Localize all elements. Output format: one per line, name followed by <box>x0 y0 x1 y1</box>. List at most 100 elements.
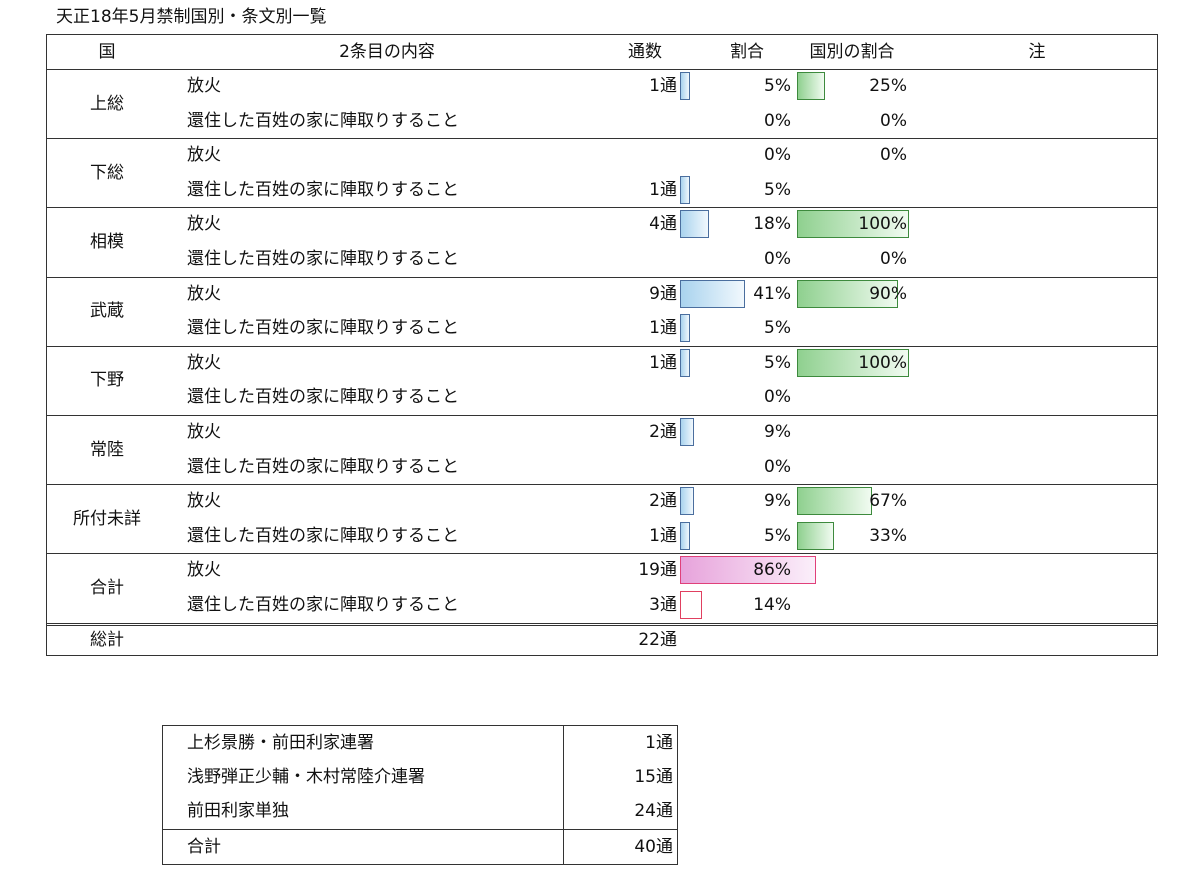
total-item-ratio: 14% <box>753 595 791 615</box>
province-label: 下総 <box>90 162 124 183</box>
item-text: 放火 <box>187 283 221 304</box>
province-label: 所付未詳 <box>73 508 141 529</box>
province-label: 下野 <box>90 370 124 391</box>
grand-total-count: 22通 <box>638 629 677 650</box>
province-label: 上総 <box>90 93 124 114</box>
item-text: 放火 <box>187 76 221 96</box>
count-ratio-bar <box>680 210 709 239</box>
header-content: 2条目の内容 <box>339 42 435 62</box>
count-ratio-bar <box>680 487 695 516</box>
item-ratio: 5% <box>764 76 791 96</box>
item-text: 放火 <box>187 145 221 166</box>
item-province-ratio: 90% <box>869 283 907 304</box>
item-province-ratio: 0% <box>880 249 907 269</box>
total-ratio-bar <box>680 556 817 585</box>
item-ratio: 5% <box>764 525 791 546</box>
province-ratio-bar <box>797 521 834 550</box>
item-text: 放火 <box>187 352 221 373</box>
item-ratio: 18% <box>753 214 791 235</box>
row-divider <box>47 625 1157 627</box>
province-ratio-bar <box>797 72 825 100</box>
total-label: 合計 <box>90 578 124 598</box>
item-ratio: 0% <box>764 456 791 477</box>
total-item-count: 19通 <box>638 560 677 581</box>
item-count: 1通 <box>649 318 677 339</box>
item-province-ratio: 25% <box>869 76 907 96</box>
row-divider <box>47 622 1157 624</box>
item-ratio: 5% <box>764 318 791 339</box>
item-text: 放火 <box>187 214 221 235</box>
item-count: 4通 <box>649 214 677 235</box>
row-divider <box>47 276 1157 278</box>
row-divider <box>47 207 1157 209</box>
province-label: 武蔵 <box>90 301 124 322</box>
total-item-count: 3通 <box>649 595 677 615</box>
item-ratio: 9% <box>764 422 791 442</box>
summary-row: 浅野弾正少輔・木村常陸介連署 15通 <box>163 760 677 794</box>
item-text: 還住した百姓の家に陣取りすること <box>187 110 459 131</box>
item-province-ratio: 33% <box>869 525 907 546</box>
header-count: 通数 <box>628 42 662 62</box>
summary-total-label: 合計 <box>187 837 221 857</box>
row-divider <box>47 138 1157 140</box>
item-province-ratio: 67% <box>869 491 907 512</box>
summary-divider-horizontal <box>163 829 677 830</box>
summary-row-label: 前田利家単独 <box>187 801 289 821</box>
header-province: 国 <box>98 42 116 62</box>
summary-row-count: 15通 <box>634 767 673 787</box>
total-item-text: 還住した百姓の家に陣取りすること <box>187 595 459 615</box>
summary-total-row: 合計 40通 <box>163 830 677 864</box>
item-province-ratio: 100% <box>858 352 907 373</box>
item-count: 1通 <box>649 179 677 200</box>
row-divider <box>47 345 1157 347</box>
count-ratio-bar <box>680 521 690 550</box>
item-text: 還住した百姓の家に陣取りすること <box>187 525 459 546</box>
header-province-ratio: 国別の割合 <box>809 42 895 62</box>
item-text: 還住した百姓の家に陣取りすること <box>187 179 459 200</box>
summary-total-count: 40通 <box>634 837 673 857</box>
item-ratio: 41% <box>753 283 791 304</box>
count-ratio-bar <box>680 314 690 343</box>
province-ratio-bar <box>797 210 909 239</box>
prohibition-table: 国 2条目の内容 通数 割合 国別の割合 注 上総 放火 1通 5% 25% 還住した百姓… <box>46 34 1158 656</box>
province-ratio-bar <box>797 279 898 308</box>
item-ratio: 9% <box>764 491 791 512</box>
item-count: 2通 <box>649 422 677 442</box>
summary-row-label: 上杉景勝・前田利家連署 <box>187 733 374 753</box>
table-caption: 天正18年5月禁制国別・条文別一覧 <box>56 7 327 27</box>
item-ratio: 0% <box>764 249 791 269</box>
row-divider <box>47 484 1157 486</box>
item-count: 9通 <box>649 283 677 304</box>
total-item-text: 放火 <box>187 560 221 581</box>
count-ratio-bar <box>680 175 690 204</box>
item-ratio: 0% <box>764 145 791 166</box>
item-ratio: 5% <box>764 352 791 373</box>
total-item-ratio: 86% <box>753 560 791 581</box>
count-ratio-bar <box>680 72 690 100</box>
total-ratio-bar <box>680 591 702 619</box>
count-ratio-bar <box>680 348 690 377</box>
summary-row-count: 1通 <box>645 733 673 753</box>
item-count: 2通 <box>649 491 677 512</box>
item-text: 還住した百姓の家に陣取りすること <box>187 387 459 408</box>
province-label: 相模 <box>90 232 124 252</box>
item-ratio: 5% <box>764 179 791 200</box>
item-province-ratio: 0% <box>880 110 907 131</box>
summary-row-label: 浅野弾正少輔・木村常陸介連署 <box>187 767 425 787</box>
row-divider <box>47 415 1157 416</box>
grand-total-label: 総計 <box>90 629 124 650</box>
item-ratio: 0% <box>764 387 791 408</box>
item-text: 還住した百姓の家に陣取りすること <box>187 318 459 339</box>
count-ratio-bar <box>680 279 745 308</box>
item-text: 放火 <box>187 422 221 442</box>
province-label: 常陸 <box>90 439 124 460</box>
header-note: 注 <box>1028 42 1046 62</box>
item-text: 還住した百姓の家に陣取りすること <box>187 456 459 477</box>
summary-row-count: 24通 <box>634 801 673 821</box>
item-province-ratio: 0% <box>880 145 907 166</box>
item-text: 還住した百姓の家に陣取りすること <box>187 249 459 269</box>
item-count: 1通 <box>649 76 677 96</box>
province-ratio-bar <box>797 487 873 516</box>
count-ratio-bar <box>680 418 695 446</box>
item-ratio: 0% <box>764 110 791 131</box>
